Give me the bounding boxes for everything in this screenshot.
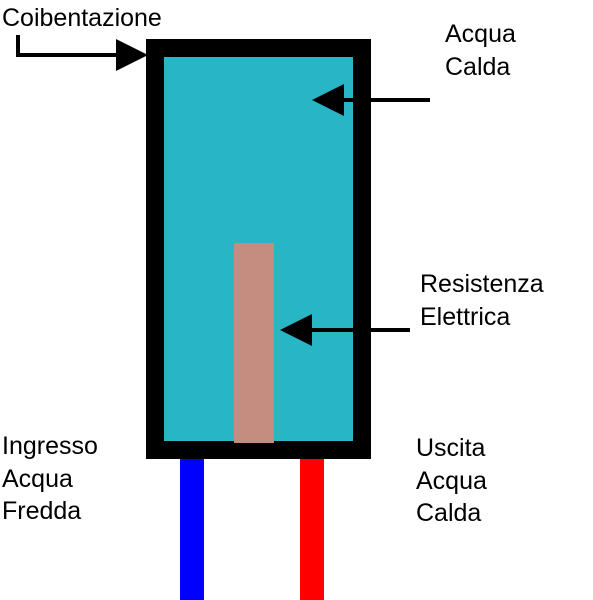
label-acqua-calda: AcquaCalda [445,18,516,83]
label-text: IngressoAcquaFredda [2,432,98,525]
water-heater-diagram: Coibentazione AcquaCalda ResistenzaElett… [0,0,593,600]
label-uscita-acqua-calda: UscitaAcquaCalda [416,432,487,530]
arrow-coibentazione [18,35,140,55]
label-ingresso-acqua-fredda: IngressoAcquaFredda [2,430,98,528]
label-text: AcquaCalda [445,20,516,81]
label-text: UscitaAcquaCalda [416,434,487,527]
label-text: Coibentazione [2,4,162,32]
heating-element [234,243,274,443]
label-text: ResistenzaElettrica [420,270,544,331]
label-coibentazione: Coibentazione [2,2,162,35]
label-resistenza-elettrica: ResistenzaElettrica [420,268,544,333]
hot-water-pipe [300,459,324,600]
cold-water-pipe [180,459,204,600]
